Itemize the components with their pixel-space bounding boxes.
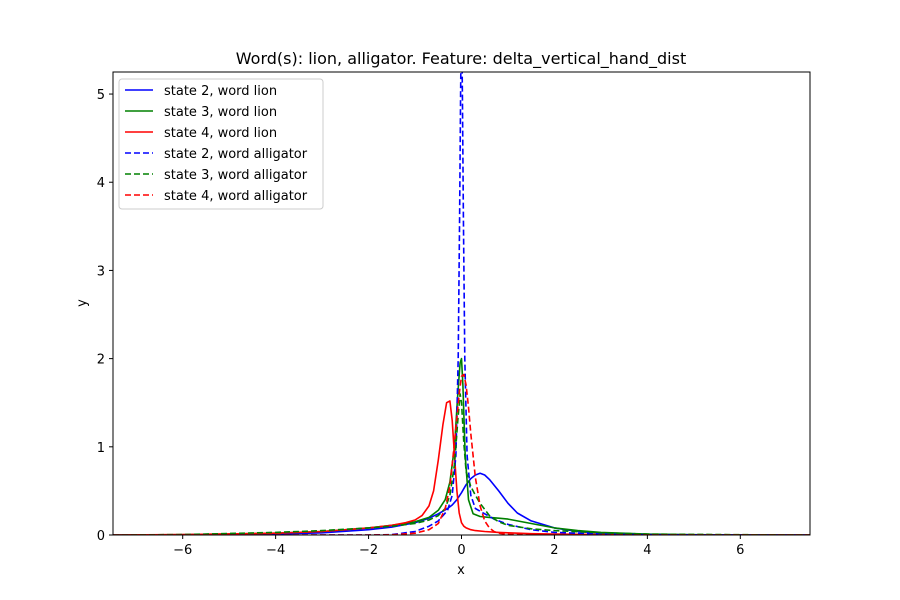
x-axis: −6 −4 −2 0 2 4 6 xyxy=(173,535,744,558)
x-tick-label: −6 xyxy=(173,543,192,558)
series-line-6 xyxy=(113,373,810,535)
y-tick-label: 4 xyxy=(97,176,105,191)
x-tick-label: 4 xyxy=(643,543,651,558)
y-tick-label: 0 xyxy=(97,529,105,544)
x-tick-label: 2 xyxy=(550,543,558,558)
y-tick-label: 1 xyxy=(97,441,105,456)
x-tick-label: −4 xyxy=(266,543,285,558)
y-tick-label: 5 xyxy=(97,88,105,103)
legend-label: state 4, word alligator xyxy=(164,189,308,204)
series-layer xyxy=(113,72,810,535)
x-axis-label: x xyxy=(457,563,465,578)
x-tick-label: −2 xyxy=(359,543,378,558)
series-line-1 xyxy=(113,472,810,535)
series-line-2 xyxy=(113,357,810,535)
legend-label: state 4, word lion xyxy=(164,126,277,141)
series-line-5 xyxy=(113,393,810,535)
x-tick-label: 0 xyxy=(457,543,465,558)
legend-label: state 3, word alligator xyxy=(164,168,308,183)
y-tick-label: 2 xyxy=(97,353,105,368)
chart-title: Word(s): lion, alligator. Feature: delta… xyxy=(236,49,686,69)
legend: state 2, word lion state 3, word lion stat… xyxy=(118,78,324,210)
y-tick-label: 3 xyxy=(97,264,105,279)
legend-label: state 2, word alligator xyxy=(164,147,308,162)
legend-label: state 3, word lion xyxy=(164,105,277,120)
y-axis: 0 1 2 3 4 5 xyxy=(97,88,113,544)
series-line-4 xyxy=(113,72,810,535)
y-axis-label: y xyxy=(75,299,90,307)
legend-box xyxy=(118,78,324,210)
x-tick-label: 6 xyxy=(736,543,744,558)
legend-label: state 2, word lion xyxy=(164,84,277,99)
series-line-3 xyxy=(113,400,810,535)
